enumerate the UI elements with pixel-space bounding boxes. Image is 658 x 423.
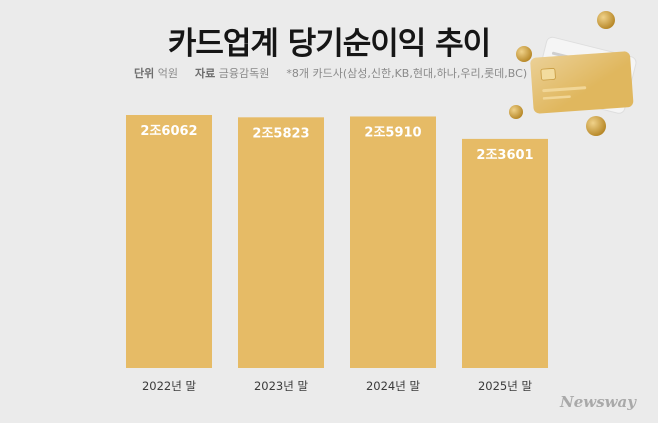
watermark-logo: Newsway — [560, 393, 636, 411]
chart-note: *8개 카드사(삼성,신한,KB,현대,하나,우리,롯데,BC) — [286, 67, 528, 80]
bar-value-label: 2조6062 — [140, 124, 197, 139]
chart-title: 카드업계 당기순이익 추이 — [167, 26, 491, 62]
bar-4 — [462, 138, 548, 368]
gold-card-icon — [530, 51, 634, 114]
x-tick-label: 2025년 말 — [478, 379, 533, 393]
unit-label: 단위 — [134, 67, 155, 80]
bar-3 — [350, 116, 436, 368]
x-tick-label: 2024년 말 — [366, 379, 421, 393]
bar-value-label: 2조3601 — [476, 148, 533, 163]
x-tick-label: 2023년 말 — [254, 379, 309, 393]
bar-1 — [126, 115, 212, 368]
coin-icon — [516, 46, 532, 62]
coin-icon — [509, 105, 523, 119]
bar-2 — [238, 117, 324, 368]
bar-value-label: 2조5823 — [252, 126, 309, 141]
source-label: 자료 — [195, 67, 216, 80]
coin-icon — [597, 11, 615, 29]
chart-meta: 단위 억원 자료 금융감독원 *8개 카드사(삼성,신한,KB,현대,하나,우리… — [134, 65, 527, 81]
x-tick-label: 2022년 말 — [142, 379, 197, 393]
source-value: 금융감독원 — [218, 67, 270, 80]
bar-value-label: 2조5910 — [364, 125, 421, 140]
unit-value: 억원 — [157, 67, 178, 80]
coin-icon — [586, 116, 606, 136]
